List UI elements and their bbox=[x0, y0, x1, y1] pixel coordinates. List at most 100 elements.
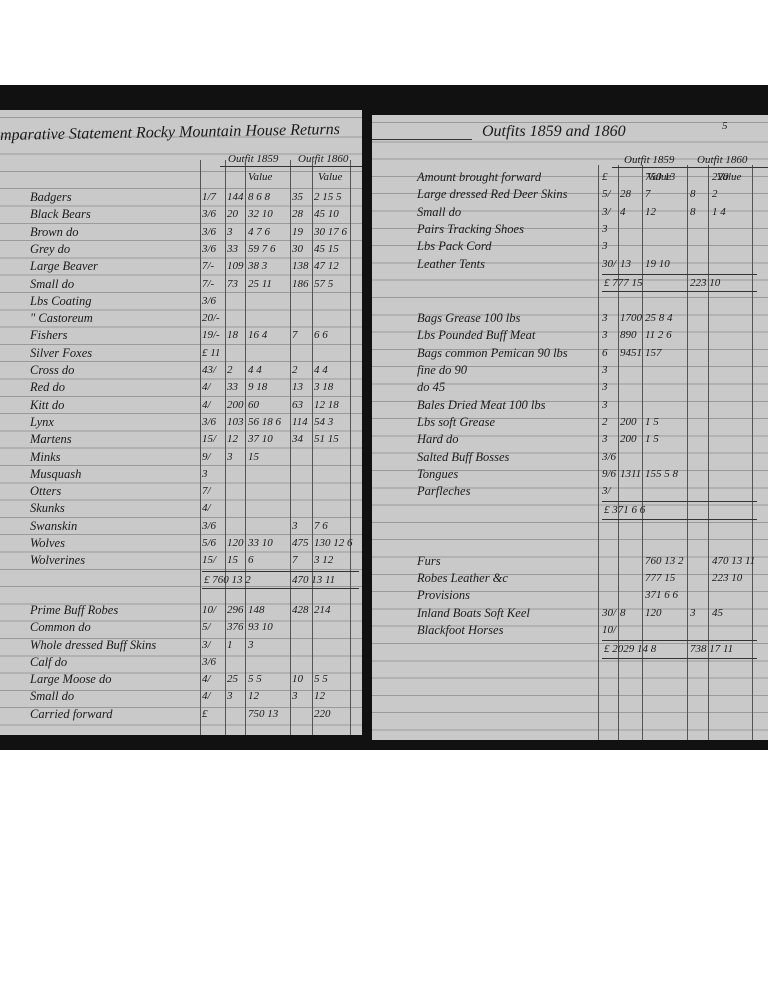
cell: 220 bbox=[314, 707, 331, 720]
cell: 34 bbox=[292, 433, 303, 446]
cell: 54 3 bbox=[314, 415, 334, 428]
cell: 296 bbox=[227, 603, 244, 616]
cell: 109 bbox=[227, 260, 244, 273]
cell: 3 bbox=[227, 690, 233, 703]
row-label: Lynx bbox=[30, 414, 54, 429]
cell: 1 5 bbox=[645, 433, 659, 446]
cell: 1 4 bbox=[712, 205, 726, 218]
cell: 3/6 bbox=[202, 225, 217, 238]
cell: 3/6 bbox=[202, 208, 217, 221]
cell: 6 bbox=[248, 554, 254, 567]
cell: 12 bbox=[227, 433, 238, 446]
cell: 3 bbox=[602, 312, 608, 325]
row-label: Amount brought forward bbox=[417, 170, 542, 184]
cell: 4 4 bbox=[314, 364, 328, 376]
row-label: Bags Grease 100 lbs bbox=[417, 311, 521, 326]
cell: 6 bbox=[602, 346, 608, 359]
cell: 13 bbox=[292, 381, 303, 394]
column-header: Value bbox=[318, 171, 343, 183]
row-label: Wolverines bbox=[30, 553, 86, 568]
row-label: Otters bbox=[30, 484, 62, 499]
cell: 3 bbox=[202, 467, 208, 480]
row-label: Robes Leather &c bbox=[417, 571, 508, 585]
cell: 3/ bbox=[202, 638, 211, 651]
cell: 7/- bbox=[202, 260, 215, 273]
row-label: Skunks bbox=[30, 501, 65, 516]
left-page: mparative Statement Rocky Mountain House… bbox=[0, 110, 362, 735]
cell: 3/6 bbox=[202, 519, 217, 532]
cell: 57 5 bbox=[314, 277, 334, 290]
row-label: Wolves bbox=[30, 536, 65, 550]
row-label: Small do bbox=[30, 689, 75, 704]
cell: 16 4 bbox=[248, 329, 268, 342]
cell: 5/6 bbox=[202, 537, 217, 549]
cell: 750 13 bbox=[248, 707, 279, 720]
cell: 12 18 bbox=[314, 398, 339, 411]
cell: 8 bbox=[690, 205, 696, 218]
cell: 63 bbox=[292, 398, 303, 411]
row-label: Bales Dried Meat 100 lbs bbox=[417, 397, 546, 412]
cell: 114 bbox=[292, 415, 308, 428]
cell: 890 bbox=[620, 329, 637, 342]
cell: 30 bbox=[292, 242, 303, 255]
cell: 376 bbox=[227, 621, 244, 634]
cell: 7/ bbox=[202, 485, 211, 498]
cell: £ bbox=[602, 171, 608, 183]
row-label: Lbs Coating bbox=[30, 293, 92, 308]
cell: 8 6 8 bbox=[248, 191, 270, 203]
cell: 73 bbox=[227, 277, 238, 290]
total: 738 17 11 bbox=[690, 643, 734, 656]
cell: £ 11 bbox=[202, 346, 221, 359]
cell: 20/- bbox=[202, 312, 220, 325]
row-label: Pairs Tracking Shoes bbox=[417, 221, 524, 236]
cell: 200 bbox=[227, 398, 244, 411]
column-header: Value bbox=[647, 171, 672, 183]
cell: 2 bbox=[602, 415, 608, 428]
row-label: Grey do bbox=[30, 241, 71, 256]
cell: 3 bbox=[602, 364, 608, 376]
right-page: Outfits 1859 and 1860 5 Outfit 1859 Outf… bbox=[372, 115, 768, 740]
cell: 777 15 bbox=[645, 572, 676, 584]
row-label: Tongues bbox=[417, 466, 459, 481]
total: £ 2029 14 8 bbox=[604, 643, 657, 656]
row-label: Lbs Pack Cord bbox=[417, 239, 492, 254]
cell: 5 5 bbox=[314, 673, 328, 686]
cell: 120 bbox=[227, 537, 244, 549]
cell: 25 bbox=[227, 673, 238, 686]
cell: 4/ bbox=[202, 673, 211, 686]
cell: 25 11 bbox=[248, 277, 272, 290]
cell: 130 12 6 bbox=[314, 537, 353, 549]
cell: 2 15 5 bbox=[314, 191, 342, 203]
cell: 220 bbox=[712, 171, 729, 183]
row-label: Inland Boats Soft Keel bbox=[417, 605, 530, 620]
row-label: Furs bbox=[417, 553, 441, 568]
cell: 3 bbox=[292, 690, 298, 703]
cell: 3 bbox=[690, 606, 696, 619]
cell: 4/ bbox=[202, 381, 211, 394]
cell: 37 10 bbox=[248, 433, 273, 446]
cell: 7 6 bbox=[314, 519, 328, 532]
row-label: Small do bbox=[30, 276, 75, 291]
cell: 1 5 bbox=[645, 415, 659, 428]
cell: 15 bbox=[248, 450, 259, 463]
cell: 5 5 bbox=[248, 673, 262, 686]
row-label: Martens bbox=[30, 432, 72, 447]
cell: 28 bbox=[292, 208, 303, 221]
cell: 43/ bbox=[202, 364, 217, 376]
cell: 11 2 6 bbox=[645, 329, 672, 342]
cell: 8 bbox=[690, 188, 696, 201]
cell: 4/ bbox=[202, 502, 211, 515]
cell: 60 bbox=[248, 398, 259, 411]
cell: 10 bbox=[292, 673, 303, 686]
cell: 475 bbox=[292, 537, 309, 549]
row-label: Hard do bbox=[417, 432, 459, 447]
cell: 10/ bbox=[202, 603, 217, 616]
cell: 9/ bbox=[202, 450, 211, 463]
row-label: Lbs soft Grease bbox=[417, 414, 496, 429]
cell: 7/- bbox=[202, 277, 215, 290]
cell: 45 10 bbox=[314, 208, 339, 221]
cell: 371 6 6 bbox=[645, 589, 678, 602]
row-label: Common do bbox=[30, 620, 91, 635]
row-label: Whole dressed Buff Skins bbox=[30, 637, 157, 652]
column-header: Value bbox=[717, 171, 742, 183]
